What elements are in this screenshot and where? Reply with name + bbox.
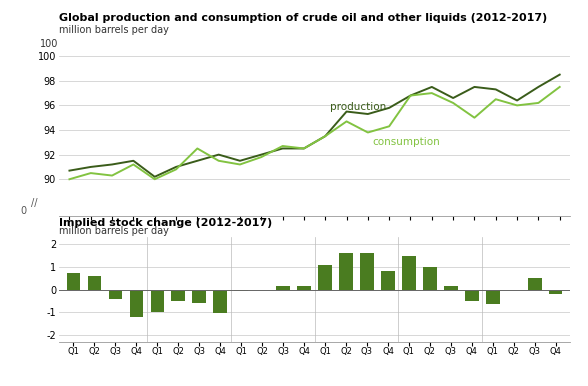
Bar xyxy=(528,278,542,290)
Bar xyxy=(151,290,164,312)
Text: Implied stock change (2012-2017): Implied stock change (2012-2017) xyxy=(59,218,272,228)
Bar xyxy=(298,286,311,290)
Text: million barrels per day: million barrels per day xyxy=(59,25,169,35)
Bar xyxy=(109,290,122,298)
Bar xyxy=(423,267,437,290)
Bar xyxy=(213,290,227,313)
Bar xyxy=(381,271,395,290)
Text: production: production xyxy=(329,102,386,112)
Bar xyxy=(192,290,206,303)
Bar xyxy=(486,290,500,304)
Bar xyxy=(318,264,332,290)
Bar xyxy=(444,286,457,290)
Text: 0: 0 xyxy=(21,206,27,216)
Bar xyxy=(339,253,353,290)
Bar xyxy=(88,276,101,290)
Bar xyxy=(360,253,374,290)
Text: Global production and consumption of crude oil and other liquids (2012-2017): Global production and consumption of cru… xyxy=(59,14,547,23)
Bar xyxy=(235,290,248,291)
Text: consumption: consumption xyxy=(372,137,440,147)
Text: 100: 100 xyxy=(41,39,59,49)
Bar xyxy=(172,290,185,301)
Bar xyxy=(129,290,143,317)
Bar xyxy=(276,286,290,290)
Text: million barrels per day: million barrels per day xyxy=(59,226,169,236)
Bar xyxy=(549,290,563,294)
Text: //: // xyxy=(31,198,38,208)
Bar xyxy=(66,273,81,290)
Bar xyxy=(402,256,416,290)
Bar xyxy=(465,290,479,301)
